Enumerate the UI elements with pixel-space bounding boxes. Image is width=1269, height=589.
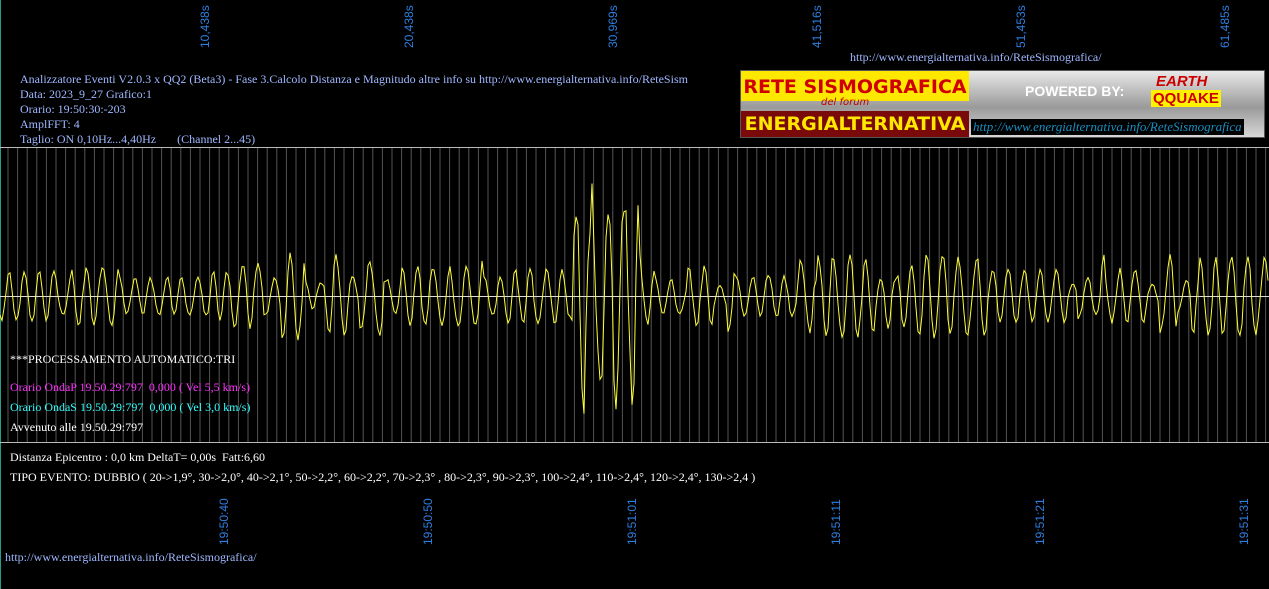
logo-name: ENERGIALTERNATIVA [741,111,969,137]
bottom-tick-label: 19:50:40 [217,498,231,545]
info-line: Taglio: ON 0,10Hz...4,40Hz (Channel 2...… [20,132,256,146]
info-line: AmplFFT: 4 [20,117,80,131]
logo-powered: POWERED BY: [1025,83,1125,99]
header-url: http://www.energialternativa.info/ReteSi… [850,50,1102,64]
time-ticks: 10,438s 20,438s 30,969s 41,516s 51,453s 61,48… [198,5,1251,545]
event-type: TIPO EVENTO: DUBBIO ( 20->1,9°, 30->2,0°… [10,470,756,484]
bottom-tick-label: 19:51:31 [1237,498,1251,545]
logo-brand-top: EARTH [1156,73,1208,90]
bottom-tick-label: 19:51:01 [625,498,639,545]
logo-url: http://www.energialternativa.info/ReteSi… [971,119,1244,135]
logo: RETE SISMOGRAFICA del forum ENERGIALTERN… [740,70,1265,138]
info-line: Data: 2023_9_27 Grafico:1 [20,87,152,101]
info-line: Orario: 19:50:30:-203 [20,102,126,116]
vertical-grid [7,148,1267,442]
logo-brand-bottom: QQUAKE [1151,90,1221,107]
top-tick-label: 10,438s [198,5,212,48]
top-tick-label: 61,485s [1218,5,1232,48]
onda-s: Orario OndaS 19.50.29:797 0,000 ( Vel 3,… [10,400,251,414]
event-time: Avvenuto alle 19.50.29:797 [10,420,144,434]
bottom-tick-label: 19:51:21 [1033,498,1047,545]
bottom-tick-label: 19:51:11 [829,499,843,545]
logo-title: RETE SISMOGRAFICA [741,71,969,101]
top-tick-label: 41,516s [810,5,824,48]
info-line: Analizzatore Eventi V2.0.3 x QQ2 (Beta3)… [20,72,688,86]
top-tick-label: 20,438s [402,5,416,48]
waveform [0,183,1269,414]
footer-url: http://www.energialternativa.info/ReteSi… [5,550,257,564]
top-tick-label: 51,453s [1014,5,1028,48]
processing-title: ***PROCESSAMENTO AUTOMATICO:TRI [10,352,236,366]
onda-p: Orario OndaP 19.50.29:797 0,000 ( Vel 5,… [10,380,250,394]
top-tick-label: 30,969s [606,5,620,48]
bottom-tick-label: 19:50:50 [421,498,435,545]
distance: Distanza Epicentro : 0,0 km DeltaT= 0,00… [10,450,266,464]
logo-subtitle: del forum [821,97,870,108]
